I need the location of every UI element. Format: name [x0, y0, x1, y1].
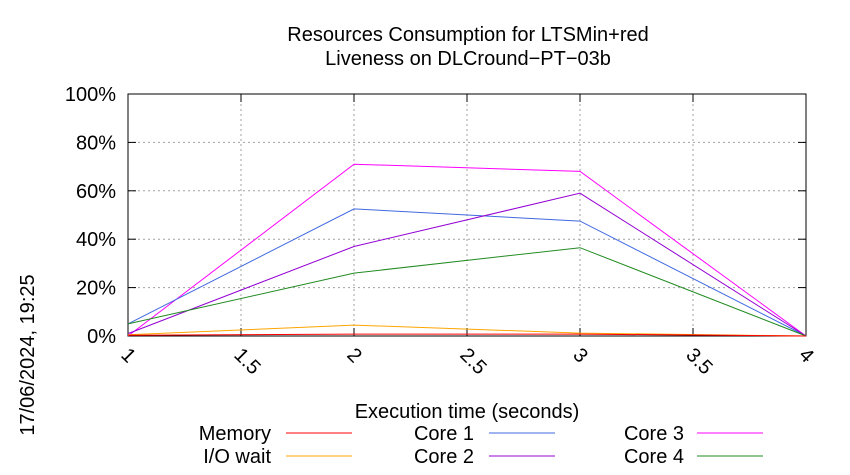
x-tick-label: 4 [794, 344, 817, 367]
series-line-core-3 [127, 163, 807, 337]
y-tick-label: 100% [65, 84, 116, 106]
chart-subtitle: Liveness on DLCround−PT−03b [325, 48, 611, 70]
x-axis-label: Execution time (seconds) [355, 401, 580, 423]
legend-label: Core 3 [624, 423, 684, 445]
timestamp-label: 17/06/2024, 19:25 [17, 274, 39, 435]
chart-title: Resources Consumption for LTSMin+red [287, 24, 648, 46]
y-tick-label: 80% [76, 132, 116, 154]
x-tick-label: 2 [342, 344, 365, 367]
series-line-memory [127, 333, 807, 337]
x-tick-label: 3 [568, 344, 591, 367]
legend-label: Core 1 [414, 423, 474, 445]
legend-label: Core 4 [624, 446, 684, 468]
series-lines [127, 163, 807, 337]
legend-label: Core 2 [414, 446, 474, 468]
series-line-i-o-wait [127, 324, 807, 337]
x-tick-label: 3.5 [681, 344, 716, 379]
x-tick-label: 1 [116, 344, 139, 367]
y-axis: 0% 20% 40% 60% 80% 100% [65, 84, 806, 348]
series-line-core-4 [127, 247, 807, 337]
x-tick-label: 2.5 [455, 344, 490, 379]
x-tick-label: 1.5 [229, 344, 264, 379]
y-tick-label: 20% [76, 278, 116, 300]
series-line-core-2 [127, 192, 807, 337]
y-tick-label: 60% [76, 181, 116, 203]
series-line-core-1 [127, 208, 807, 337]
legend-label: I/O wait [203, 446, 271, 468]
grid-lines [128, 94, 806, 336]
legend-label: Memory [199, 423, 271, 445]
y-tick-label: 40% [76, 229, 116, 251]
y-tick-label: 0% [87, 326, 116, 348]
